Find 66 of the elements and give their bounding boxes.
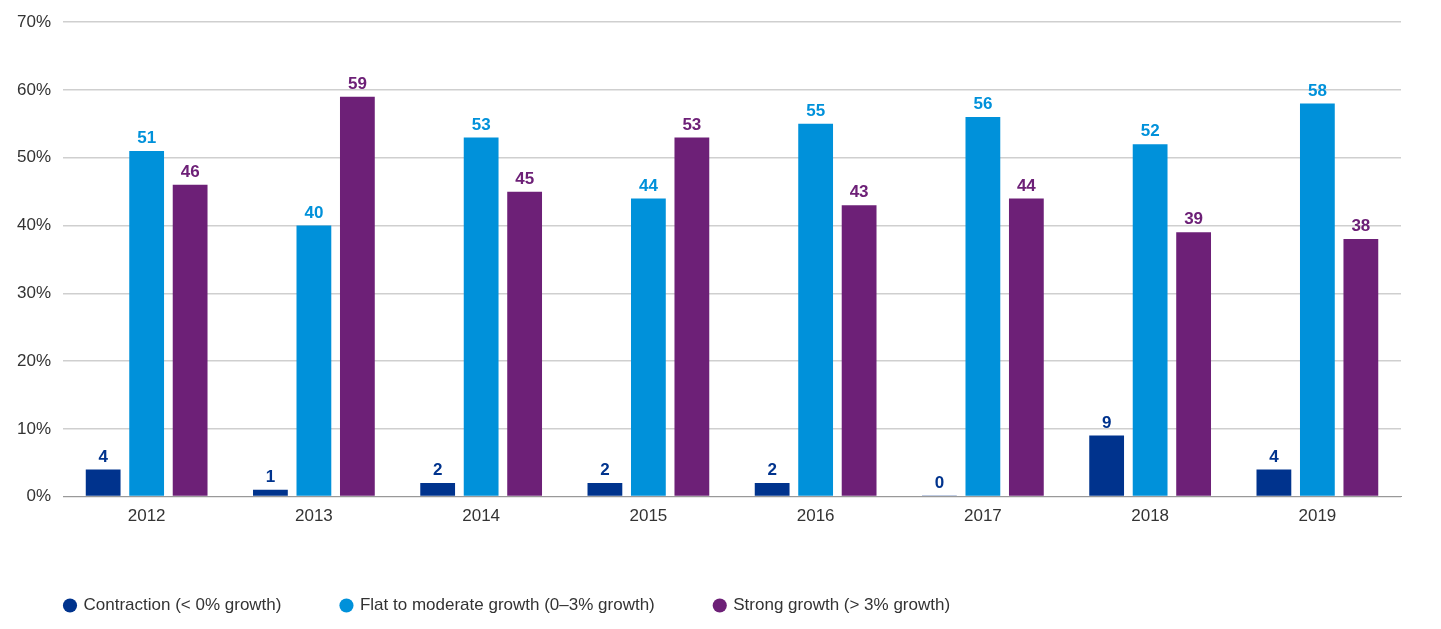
bar [631, 198, 666, 496]
bar [754, 483, 790, 496]
x-tick-label: 2015 [629, 506, 668, 526]
x-tick-label: 2016 [796, 506, 835, 526]
data-label: 39 [1184, 209, 1204, 229]
bar [1343, 239, 1379, 496]
data-label: 38 [1351, 216, 1371, 236]
data-label: 56 [973, 94, 993, 114]
data-label: 4 [98, 446, 109, 466]
bar [587, 483, 623, 496]
bar [129, 150, 165, 496]
y-tick-label: 10% [16, 418, 52, 438]
bar [965, 117, 1001, 496]
bar [1132, 144, 1168, 496]
bar [420, 483, 456, 496]
y-tick-label: 0% [26, 486, 52, 506]
data-label: 2 [767, 460, 777, 480]
data-label: 55 [806, 101, 826, 121]
x-tick-label: 2017 [963, 506, 1002, 526]
x-tick-label: 2014 [462, 506, 501, 526]
x-tick-label: 2013 [294, 506, 333, 526]
bar [1299, 103, 1335, 496]
bar [674, 137, 710, 496]
bar [253, 489, 288, 496]
data-label: 51 [137, 128, 157, 148]
bar [798, 123, 834, 496]
x-tick-label: 2012 [127, 506, 166, 526]
data-label: 44 [638, 175, 659, 195]
bar [1256, 469, 1292, 496]
bar [463, 137, 499, 496]
bar [172, 184, 208, 496]
bar [339, 96, 375, 496]
y-tick-label: 40% [16, 215, 52, 235]
y-tick-label: 60% [16, 79, 52, 99]
data-label: 2 [432, 460, 443, 480]
data-label: 53 [682, 114, 702, 134]
data-label: 59 [347, 73, 367, 93]
bar [85, 469, 121, 496]
data-label: 1 [265, 467, 276, 487]
y-tick-label: 30% [16, 282, 52, 302]
data-label: 46 [180, 162, 200, 182]
data-label: 44 [1016, 175, 1037, 195]
data-label: 52 [1140, 121, 1160, 141]
bar [841, 205, 877, 496]
bar [1089, 435, 1125, 496]
data-label: 4 [1269, 446, 1280, 466]
data-label: 58 [1307, 80, 1327, 100]
data-label: 9 [1101, 412, 1112, 432]
data-label: 45 [515, 168, 535, 188]
y-tick-label: 50% [16, 147, 52, 167]
bar [1176, 232, 1212, 496]
data-label: 53 [471, 114, 491, 134]
data-label: 43 [849, 182, 869, 202]
x-tick-label: 2018 [1131, 506, 1170, 526]
legend-label: Contraction (< 0% growth) [83, 595, 282, 615]
y-tick-label: 70% [16, 11, 52, 31]
data-label: 0 [934, 472, 945, 492]
x-tick-label: 2019 [1298, 506, 1337, 526]
bar [507, 191, 543, 496]
legend-label: Flat to moderate growth (0–3% growth) [359, 595, 655, 615]
data-label: 40 [304, 202, 324, 222]
y-tick-label: 20% [16, 350, 52, 370]
legend-label: Strong growth (> 3% growth) [733, 595, 951, 615]
bar [1008, 198, 1044, 496]
bar [296, 225, 332, 496]
data-label: 2 [600, 460, 610, 480]
